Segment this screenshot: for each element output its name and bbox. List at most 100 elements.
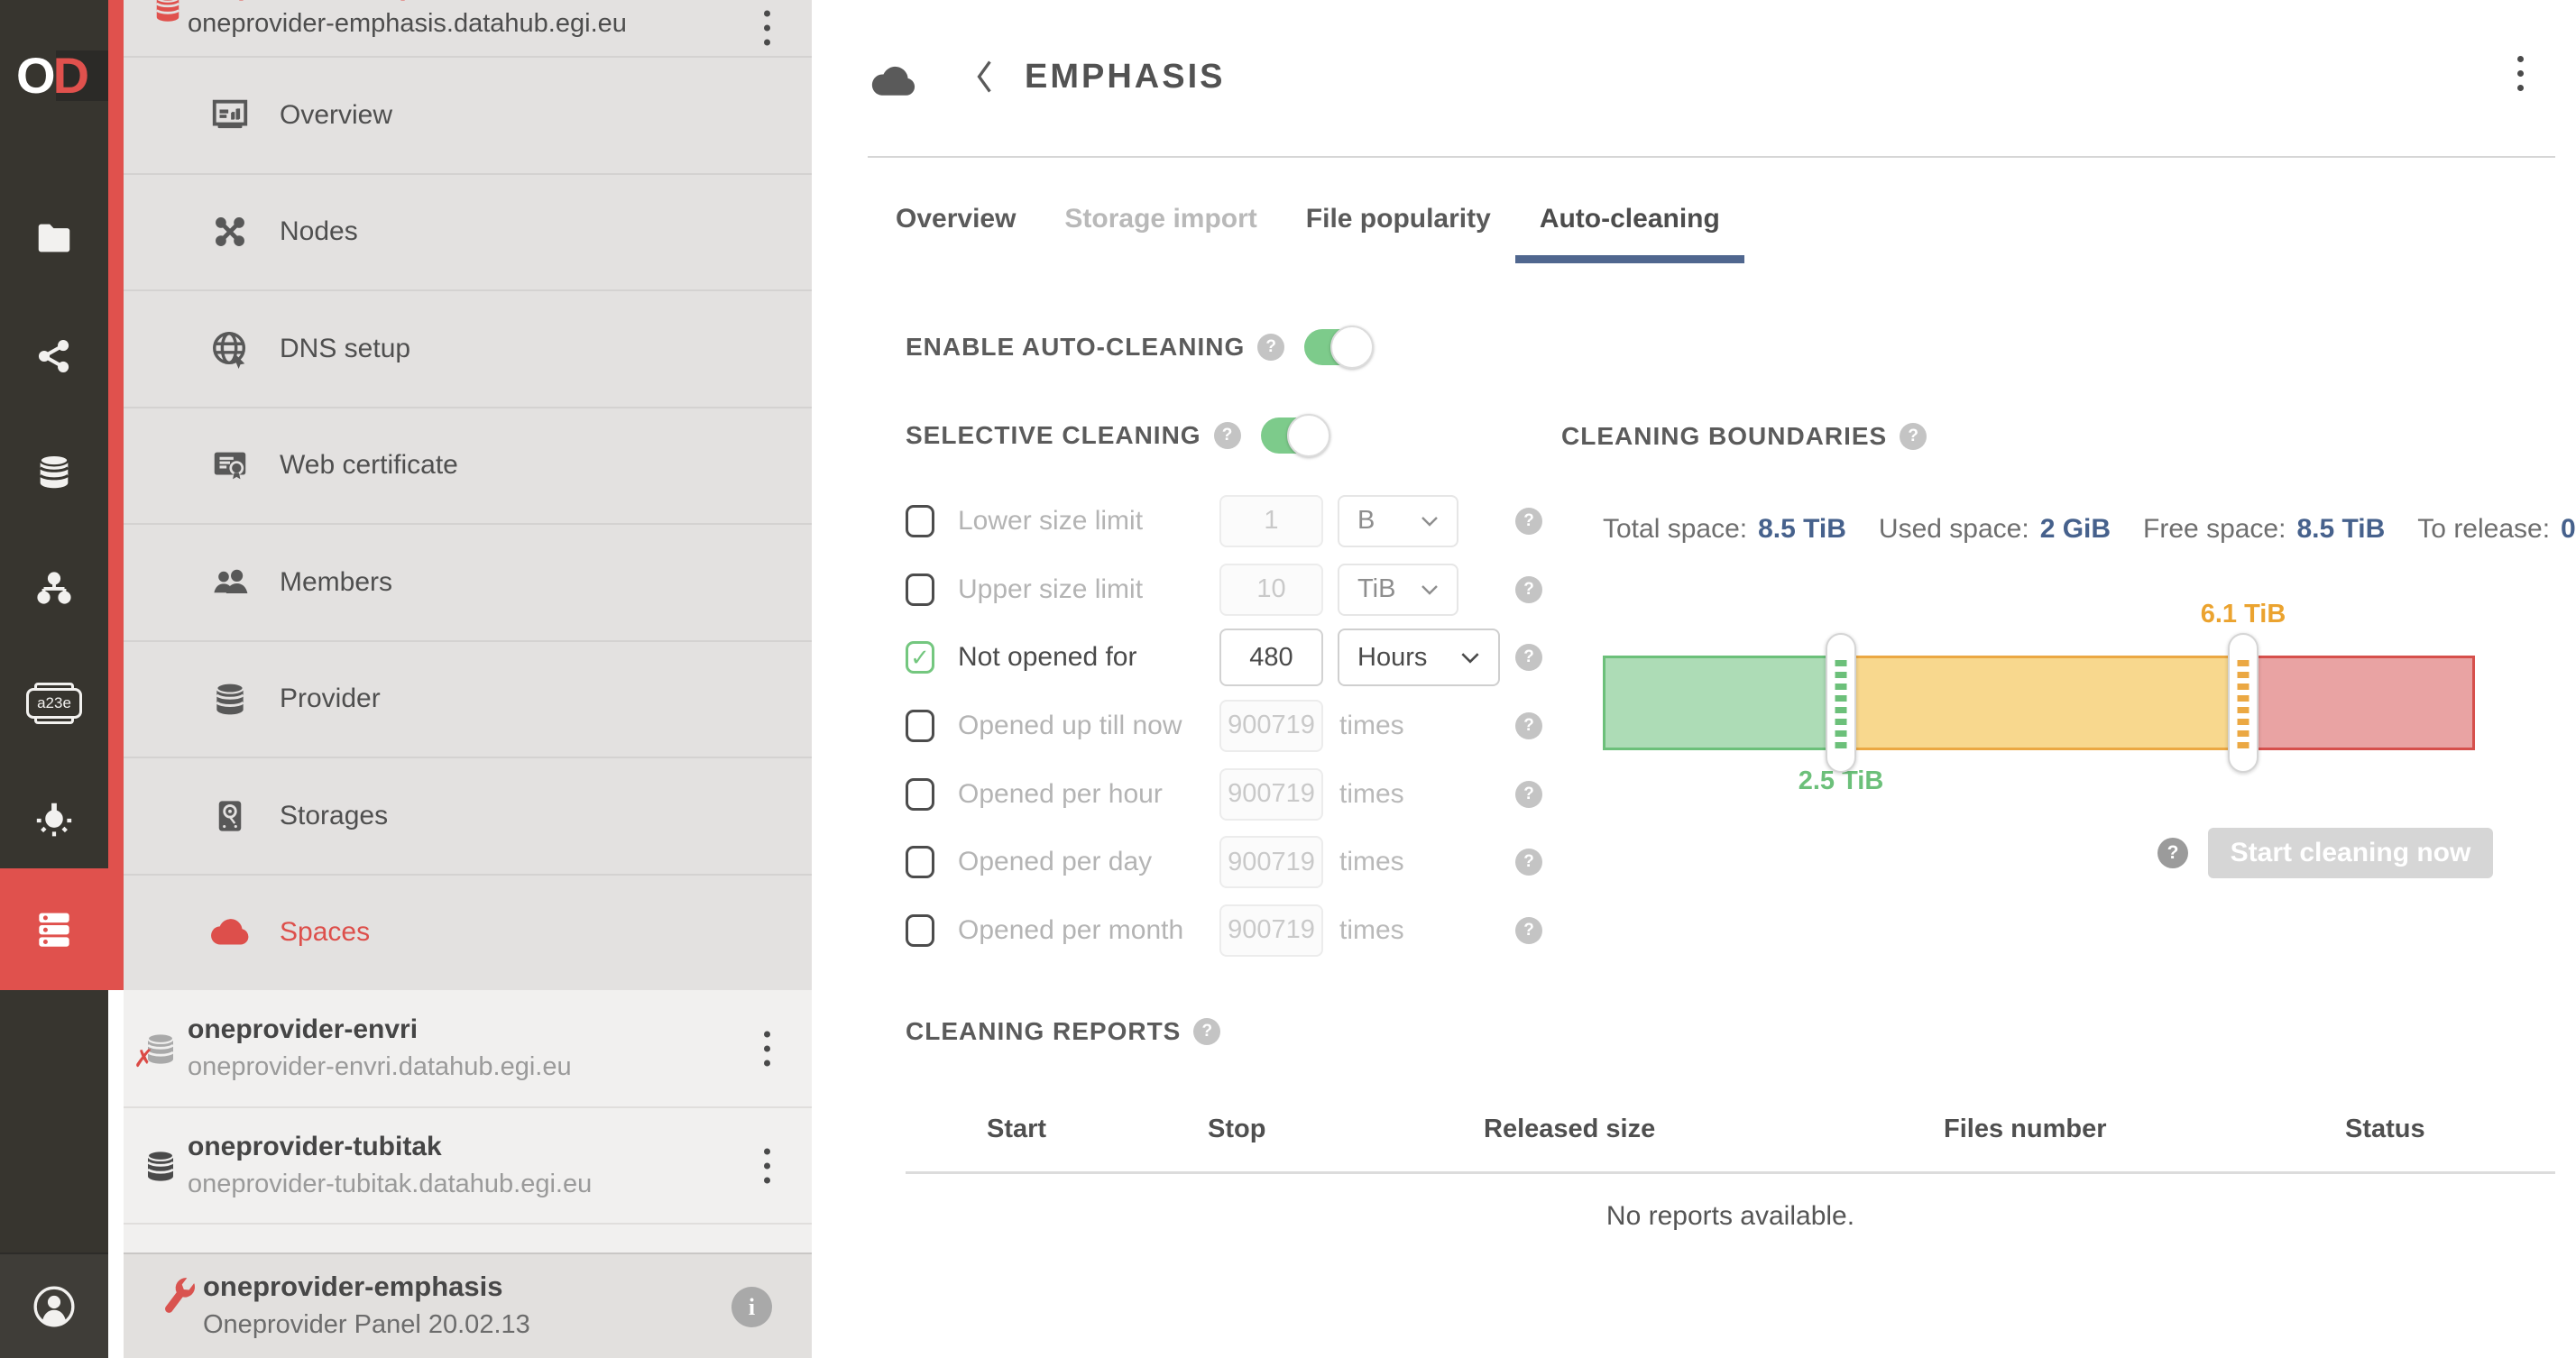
lower-size-unit-select[interactable]: B	[1338, 494, 1458, 547]
space-tabs: Overview Storage import File popularity …	[896, 187, 1744, 263]
sidebar-item-spaces[interactable]: Spaces	[124, 873, 812, 991]
opened-per-day-input[interactable]	[1219, 836, 1323, 889]
soft-quota-handle[interactable]	[1826, 633, 1856, 773]
ceph-lamp-icon[interactable]	[0, 775, 108, 865]
upper-size-limit-input[interactable]	[1219, 563, 1323, 616]
cluster-row-tubitak[interactable]: oneprovider-tubitak oneprovider-tubitak.…	[124, 1106, 812, 1223]
current-cluster-row[interactable]: oneprovider-emphasis oneprovider-emphasi…	[124, 0, 812, 56]
help-icon[interactable]: ?	[1193, 1018, 1221, 1045]
back-chevron-icon[interactable]	[972, 57, 996, 96]
groups-icon[interactable]	[0, 543, 108, 633]
cluster-sidebar: oneprovider-emphasis oneprovider-emphasi…	[124, 0, 812, 1358]
help-icon[interactable]: ?	[1900, 423, 1927, 450]
user-avatar-icon[interactable]	[32, 1284, 77, 1329]
criterion-lower-size-limit: ✓ Lower size limit B ?	[906, 487, 1542, 555]
criterion-upper-size-limit: ✓ Upper size limit TiB ?	[906, 555, 1542, 624]
data-folder-icon[interactable]	[0, 193, 108, 283]
opened-per-hour-checkbox[interactable]: ✓	[906, 777, 934, 811]
stat-label: To release:	[2417, 514, 2551, 544]
column-header-files-number: Files number	[1944, 1114, 2107, 1143]
databases-icon[interactable]	[0, 427, 108, 517]
cleaning-reports-label: CLEANING REPORTS	[906, 1017, 1182, 1045]
cluster-domain: oneprovider-envri.datahub.egi.eu	[188, 1052, 572, 1081]
selective-cleaning-toggle[interactable]	[1260, 414, 1330, 457]
page-title: EMPHASIS	[1025, 57, 1226, 96]
cluster-menu-button[interactable]	[757, 1023, 777, 1073]
current-cluster-domain: oneprovider-emphasis.datahub.egi.eu	[188, 9, 627, 38]
stat-value: 8.5 TiB	[1758, 514, 1846, 544]
current-cluster-menu-button[interactable]	[757, 4, 777, 53]
not-opened-for-input[interactable]	[1219, 629, 1323, 687]
sidebar-item-members[interactable]: Members	[124, 523, 812, 640]
help-icon[interactable]: ?	[1515, 507, 1542, 535]
hard-quota-handle[interactable]	[2228, 633, 2259, 773]
start-cleaning-now-button[interactable]: Start cleaning now	[2208, 828, 2493, 878]
help-icon[interactable]: ?	[1515, 780, 1542, 808]
chevron-down-icon	[1421, 516, 1438, 527]
info-icon[interactable]: i	[731, 1287, 772, 1327]
tokens-icon[interactable]: a23e	[0, 658, 108, 748]
help-icon[interactable]: ?	[1257, 334, 1285, 361]
column-header-status: Status	[2345, 1114, 2425, 1143]
opened-per-day-checkbox[interactable]: ✓	[906, 846, 934, 879]
criterion-label: Opened per month	[958, 914, 1184, 945]
sidebar-item-nodes[interactable]: Nodes	[124, 172, 812, 290]
offline-x-icon: ✗	[133, 1044, 154, 1072]
times-suffix: times	[1339, 914, 1404, 945]
lower-size-limit-input[interactable]	[1219, 494, 1323, 547]
selective-cleaning-row: SELECTIVE CLEANING ?	[906, 408, 1330, 463]
help-icon[interactable]: ?	[1213, 422, 1241, 449]
enable-auto-cleaning-toggle[interactable]	[1304, 326, 1375, 369]
opened-up-till-now-input[interactable]	[1219, 699, 1323, 752]
help-icon[interactable]: ?	[1515, 644, 1542, 672]
sidebar-item-provider[interactable]: Provider	[124, 639, 812, 757]
cleaning-reports-table: Start Stop Released size Files number St…	[906, 1087, 2555, 1232]
tab-overview[interactable]: Overview	[896, 204, 1017, 234]
not-opened-for-unit-select[interactable]: Hours	[1338, 629, 1500, 687]
active-accent-bar	[108, 0, 124, 990]
opened-per-hour-input[interactable]	[1219, 767, 1323, 821]
sidebar-item-storages[interactable]: Storages	[124, 757, 812, 874]
storages-hdd-icon	[207, 797, 253, 835]
tab-file-popularity[interactable]: File popularity	[1305, 204, 1491, 234]
rail-item-clusters-active[interactable]	[0, 868, 108, 990]
hard-quota-value: 6.1 TiB	[2200, 600, 2286, 629]
tab-storage-import[interactable]: Storage import	[1064, 204, 1257, 234]
footer-panel-version: Oneprovider Panel 20.02.13	[203, 1310, 530, 1339]
opened-per-month-input[interactable]	[1219, 904, 1323, 957]
column-header-stop: Stop	[1208, 1114, 1266, 1143]
times-suffix: times	[1339, 778, 1404, 809]
shares-icon[interactable]	[0, 311, 108, 401]
stat-value: 8.5 TiB	[2296, 514, 2386, 544]
chevron-down-icon	[1421, 584, 1438, 595]
stat-label: Total space:	[1603, 514, 1748, 544]
space-actions-menu-button[interactable]	[2510, 49, 2531, 98]
enable-auto-cleaning-label: ENABLE AUTO-CLEANING	[906, 333, 1246, 361]
lower-size-limit-checkbox[interactable]: ✓	[906, 504, 934, 537]
help-icon[interactable]: ?	[1515, 916, 1542, 944]
times-suffix: times	[1339, 847, 1404, 877]
sidebar-item-overview[interactable]: Overview	[124, 56, 812, 173]
opened-up-till-now-checkbox[interactable]: ✓	[906, 709, 934, 742]
cluster-list-spacer	[124, 1223, 812, 1252]
help-icon[interactable]: ?	[1515, 711, 1542, 739]
logo-background	[56, 50, 108, 101]
sidebar-item-label: Nodes	[280, 216, 358, 247]
sidebar-item-dns-setup[interactable]: DNS setup	[124, 289, 812, 407]
upper-size-unit-select[interactable]: TiB	[1338, 563, 1458, 616]
cluster-menu-button[interactable]	[757, 1141, 777, 1190]
wrench-icon	[154, 1274, 201, 1321]
not-opened-for-checkbox[interactable]: ✓	[906, 641, 934, 674]
opened-per-month-checkbox[interactable]: ✓	[906, 913, 934, 947]
cluster-name: oneprovider-envri	[188, 1014, 419, 1044]
cluster-row-envri[interactable]: ✗ oneprovider-envri oneprovider-envri.da…	[124, 990, 812, 1106]
upper-size-limit-checkbox[interactable]: ✓	[906, 573, 934, 606]
sidebar-item-web-certificate[interactable]: Web certificate	[124, 406, 812, 524]
help-icon[interactable]: ?	[1515, 575, 1542, 603]
criterion-label: Opened per hour	[958, 778, 1163, 809]
sidebar-item-label: Provider	[280, 684, 381, 714]
tab-auto-cleaning[interactable]: Auto-cleaning	[1514, 187, 1744, 263]
managed-cluster-footer[interactable]: oneprovider-emphasis Oneprovider Panel 2…	[124, 1252, 812, 1358]
help-icon[interactable]: ?	[2157, 838, 2188, 868]
help-icon[interactable]: ?	[1515, 849, 1542, 876]
